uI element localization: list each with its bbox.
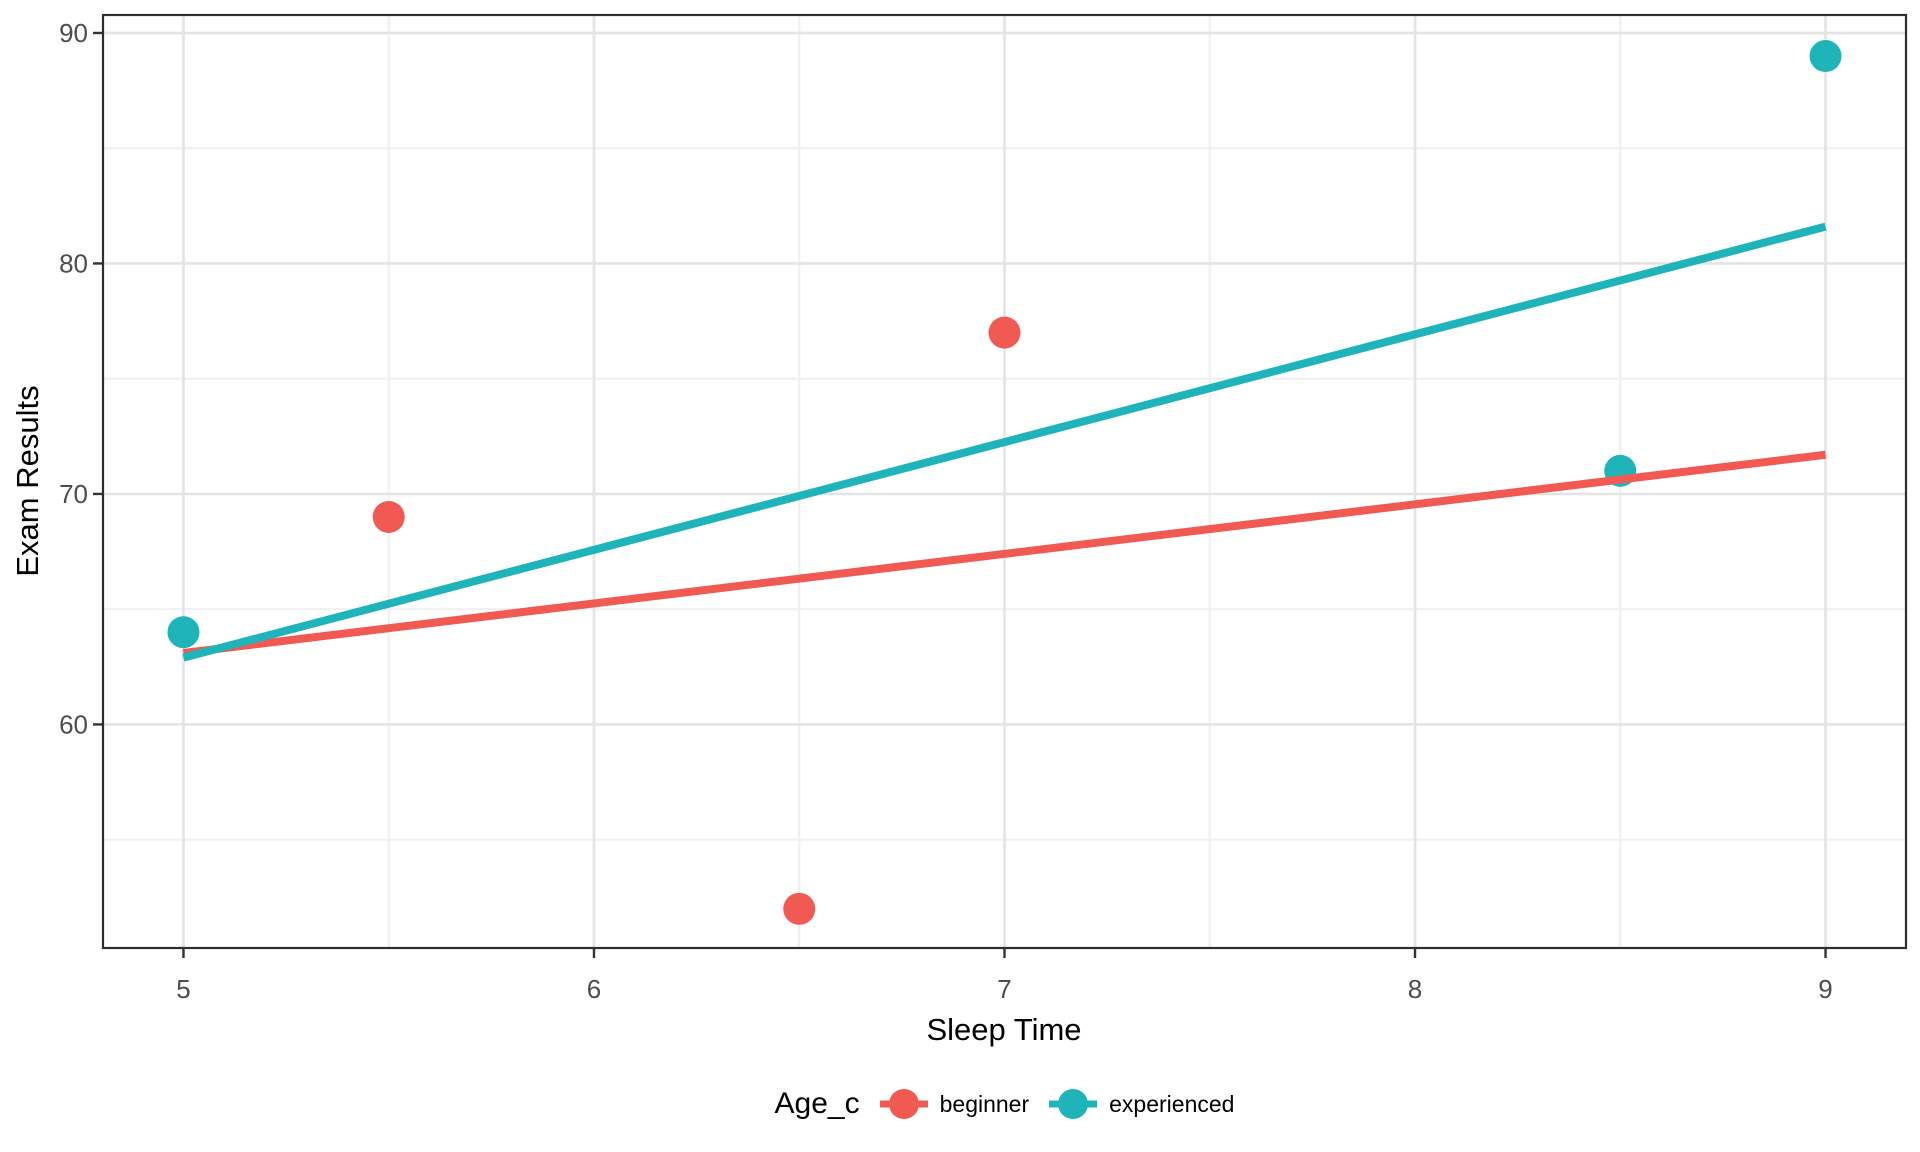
legend-item-beginner[interactable]: beginner xyxy=(879,1084,1030,1124)
legend-label-experienced: experienced xyxy=(1109,1090,1235,1117)
x-axis-title: Sleep Time xyxy=(926,1012,1082,1047)
x-tick-label-8: 8 xyxy=(1408,974,1422,1004)
data-point-experienced[interactable] xyxy=(1809,40,1842,73)
legend-title: Age_c xyxy=(774,1087,860,1120)
x-tick-label-9: 9 xyxy=(1818,974,1832,1004)
x-tick-label-6: 6 xyxy=(587,974,601,1004)
y-tick-label-60: 60 xyxy=(59,709,88,739)
y-tick-label-70: 70 xyxy=(59,479,88,509)
legend-key-dot-experienced xyxy=(1058,1089,1089,1119)
y-axis-title: Exam Results xyxy=(10,385,45,577)
data-point-beginner[interactable] xyxy=(372,500,405,533)
data-point-experienced[interactable] xyxy=(167,616,200,649)
data-point-beginner[interactable] xyxy=(783,892,816,925)
x-tick-label-7: 7 xyxy=(997,974,1011,1004)
legend: Age_c beginner experienced xyxy=(103,1078,1906,1130)
y-tick-label-80: 80 xyxy=(59,248,88,278)
y-tick-label-90: 90 xyxy=(59,18,88,48)
legend-key-dot-beginner xyxy=(888,1089,919,1119)
legend-label-beginner: beginner xyxy=(939,1090,1030,1117)
trend-line-experienced[interactable] xyxy=(182,222,1827,662)
legend-key-icon-experienced xyxy=(1049,1089,1098,1119)
legend-item-experienced[interactable]: experienced xyxy=(1049,1084,1234,1124)
data-point-beginner[interactable] xyxy=(988,316,1021,349)
legend-key-icon-beginner xyxy=(879,1089,928,1119)
x-tick-label-5: 5 xyxy=(176,974,190,1004)
trend-line-beginner[interactable] xyxy=(182,450,1827,657)
